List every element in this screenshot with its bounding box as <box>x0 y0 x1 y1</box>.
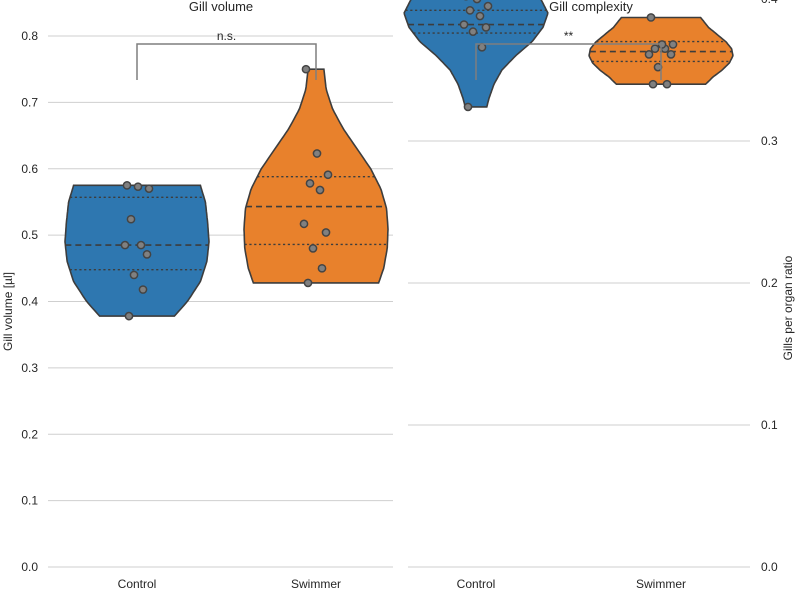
x-tick-label: Swimmer <box>291 577 341 590</box>
data-point <box>477 42 487 52</box>
data-point <box>472 0 482 4</box>
y-axis-label: Gills per organ ratio <box>781 255 795 360</box>
data-point <box>308 244 318 253</box>
y-tick-label: 0.2 <box>21 427 38 441</box>
y-tick-label: 0.1 <box>761 418 778 432</box>
data-point <box>142 250 152 259</box>
data-point <box>126 214 136 224</box>
chart-title: Gill complexity <box>549 0 633 14</box>
y-tick-label: 0.0 <box>761 560 778 574</box>
y-tick-label: 0.5 <box>21 228 38 242</box>
data-point <box>315 185 325 195</box>
data-point <box>129 270 139 280</box>
x-tick-label: Control <box>118 577 157 590</box>
data-point <box>317 263 327 273</box>
data-point <box>668 40 678 49</box>
data-point <box>136 240 146 250</box>
data-point <box>662 79 672 89</box>
significance-label: ** <box>564 29 574 43</box>
y-tick-label: 0.1 <box>21 494 38 508</box>
data-point <box>475 11 485 21</box>
chart-title: Gill volume <box>189 0 253 14</box>
data-point <box>468 27 478 37</box>
data-point <box>122 180 132 190</box>
significance-bracket <box>475 43 662 80</box>
y-tick-label: 0.0 <box>21 560 38 574</box>
data-point <box>646 13 656 22</box>
x-tick-label: Control <box>457 577 496 590</box>
violin-control <box>64 184 210 317</box>
panel-gill-volume: 0.0 0.1 0.2 0.3 0.4 0.5 0.6 0.7 0.8 Gill volume Gi… <box>1 0 393 590</box>
panel-gill-complexity: 0.0 0.1 0.2 0.3 0.4 Gill complexity Gills per … <box>403 0 795 590</box>
data-point <box>305 179 315 188</box>
data-point <box>463 102 473 112</box>
data-point <box>459 20 469 29</box>
y-tick-label: 0.4 <box>761 0 778 6</box>
data-point <box>301 64 311 74</box>
data-point <box>648 79 658 89</box>
data-point <box>124 311 134 321</box>
y-axis-label: Gill volume [µl] <box>1 272 15 351</box>
data-point <box>481 23 491 32</box>
data-point <box>303 278 313 288</box>
y-tick-label: 0.8 <box>21 29 38 43</box>
significance-bracket <box>136 43 317 80</box>
data-point <box>666 50 676 59</box>
y-tick-label: 0.3 <box>761 134 778 148</box>
significance-label: n.s. <box>217 29 236 43</box>
y-tick-label: 0.6 <box>21 162 38 176</box>
data-point <box>120 240 130 250</box>
y-tick-label: 0.3 <box>21 361 38 375</box>
data-point <box>312 149 322 158</box>
data-point <box>138 285 148 294</box>
data-point <box>144 184 154 194</box>
data-point <box>299 219 309 229</box>
data-point <box>133 182 143 192</box>
y-tick-label: 0.2 <box>761 276 778 290</box>
data-point <box>323 170 333 180</box>
data-point <box>465 6 475 15</box>
x-tick-label: Swimmer <box>636 577 686 590</box>
data-point <box>644 50 654 59</box>
y-tick-label: 0.4 <box>21 295 38 309</box>
data-point <box>321 228 331 237</box>
y-tick-label: 0.7 <box>21 95 38 109</box>
data-point <box>650 44 660 54</box>
data-point <box>483 1 493 11</box>
